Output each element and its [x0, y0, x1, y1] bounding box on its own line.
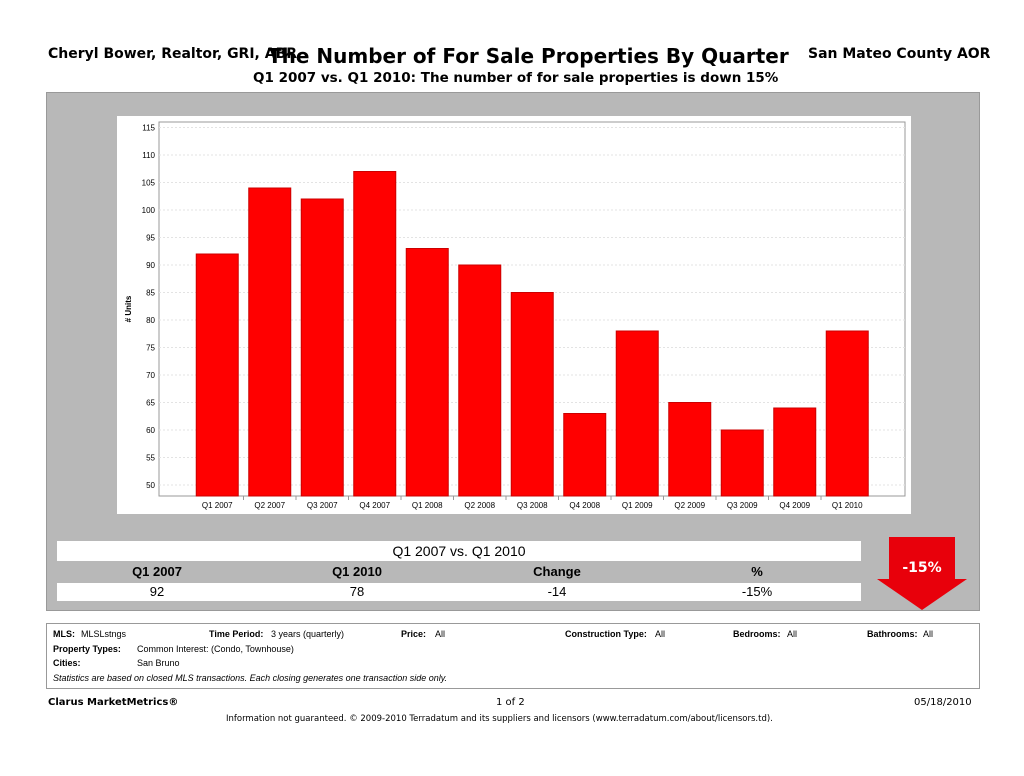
stats-header-q1-2007: Q1 2007	[132, 564, 182, 579]
bar	[458, 264, 502, 497]
x-tick-label: Q1 2010	[832, 501, 863, 510]
stats-header-percent: %	[751, 564, 763, 579]
price-label: Price:	[401, 629, 427, 639]
page-number: 1 of 2	[496, 697, 525, 708]
y-tick-label: 70	[146, 371, 155, 380]
x-tick-label: Q1 2008	[412, 501, 443, 510]
bar	[563, 413, 607, 497]
disclaimer: Information not guaranteed. © 2009-2010 …	[226, 714, 773, 724]
footer-brand: Clarus MarketMetrics®	[48, 697, 179, 708]
y-tick-label: 75	[146, 344, 155, 353]
bar	[615, 330, 659, 497]
property-types-value: Common Interest: (Condo, Townhouse)	[137, 644, 294, 654]
bedrooms-label: Bedrooms:	[733, 629, 781, 639]
bar	[668, 402, 712, 497]
time-period-label: Time Period:	[209, 629, 264, 639]
bathrooms-value: All	[923, 629, 934, 639]
x-tick-label: Q2 2009	[674, 501, 705, 510]
bar	[720, 429, 764, 497]
construction-type-value: All	[655, 629, 666, 639]
price-value: All	[435, 629, 446, 639]
y-tick-label: 50	[146, 481, 155, 490]
stats-value-row: 92 78 -14 -15%	[57, 583, 861, 601]
stats-value-q1-2007: 92	[149, 584, 165, 599]
y-tick-label: 85	[146, 289, 155, 298]
statistics-note: Statistics are based on closed MLS trans…	[53, 673, 448, 683]
y-axis-label: # Units	[124, 295, 133, 322]
y-tick-label: 95	[146, 234, 155, 243]
stats-header-row: Q1 2007 Q1 2010 Change %	[57, 563, 861, 581]
bar-chart: 50 55 60 65 70 75 80 85 90 95 100 105 110 115 # Units Q…	[117, 116, 911, 514]
stats-header-q1-2010: Q1 2010	[332, 564, 382, 579]
mls-value: MLSLstngs	[81, 629, 127, 639]
bedrooms-value: All	[787, 629, 798, 639]
bar	[825, 330, 869, 497]
bathrooms-label: Bathrooms:	[867, 629, 918, 639]
x-tick-label: Q2 2008	[464, 501, 495, 510]
page-subtitle: Q1 2007 vs. Q1 2010: The number of for s…	[253, 70, 779, 86]
x-tick-label: Q3 2007	[307, 501, 338, 510]
bar	[195, 253, 239, 497]
stats-header-change: Change	[533, 564, 581, 579]
x-tick-label: Q4 2007	[359, 501, 390, 510]
down-arrow-icon: -15%	[877, 537, 967, 610]
page-title: The Number of For Sale Properties By Qua…	[268, 44, 789, 68]
y-tick-label: 115	[142, 124, 155, 133]
y-tick-label: 80	[146, 316, 155, 325]
construction-type-label: Construction Type:	[565, 629, 647, 639]
y-tick-label: 105	[142, 179, 156, 188]
stats-heading: Q1 2007 vs. Q1 2010	[392, 543, 526, 559]
agent-name: Cheryl Bower, Realtor, GRI, ABR	[48, 46, 298, 62]
report-criteria: MLS: MLSLstngs Time Period: 3 years (qua…	[46, 623, 980, 689]
mls-label: MLS:	[53, 629, 75, 639]
y-tick-label: 60	[146, 426, 155, 435]
stats-heading-row: Q1 2007 vs. Q1 2010	[57, 541, 861, 561]
bar	[773, 407, 817, 497]
bar	[510, 292, 554, 497]
cities-label: Cities:	[53, 658, 81, 668]
x-tick-label: Q3 2008	[517, 501, 548, 510]
x-tick-label: Q3 2009	[727, 501, 758, 510]
y-tick-label: 110	[142, 151, 155, 160]
y-tick-label: 65	[146, 399, 155, 408]
bar	[300, 198, 344, 497]
x-tick-label: Q2 2007	[254, 501, 285, 510]
x-tick-label: Q4 2008	[569, 501, 600, 510]
report-date: 05/18/2010	[914, 697, 972, 708]
x-tick-label: Q1 2007	[202, 501, 233, 510]
cities-value: San Bruno	[137, 658, 180, 668]
bar	[248, 187, 292, 497]
bar	[353, 171, 397, 497]
stats-value-percent: -15%	[741, 584, 773, 599]
x-tick-label: Q4 2009	[779, 501, 810, 510]
stats-value-change: -14	[547, 584, 567, 599]
association-name: San Mateo County AOR	[808, 46, 991, 62]
time-period-value: 3 years (quarterly)	[271, 629, 345, 639]
y-tick-label: 55	[146, 454, 155, 463]
stats-value-q1-2010: 78	[349, 584, 365, 599]
y-tick-label: 100	[142, 206, 156, 215]
x-tick-label: Q1 2009	[622, 501, 653, 510]
bar	[405, 248, 449, 497]
y-tick-label: 90	[146, 261, 155, 270]
chart-panel: 50 55 60 65 70 75 80 85 90 95 100 105 110 115 # Units Q…	[46, 92, 980, 611]
property-types-label: Property Types:	[53, 644, 121, 654]
change-badge: -15%	[902, 560, 941, 576]
